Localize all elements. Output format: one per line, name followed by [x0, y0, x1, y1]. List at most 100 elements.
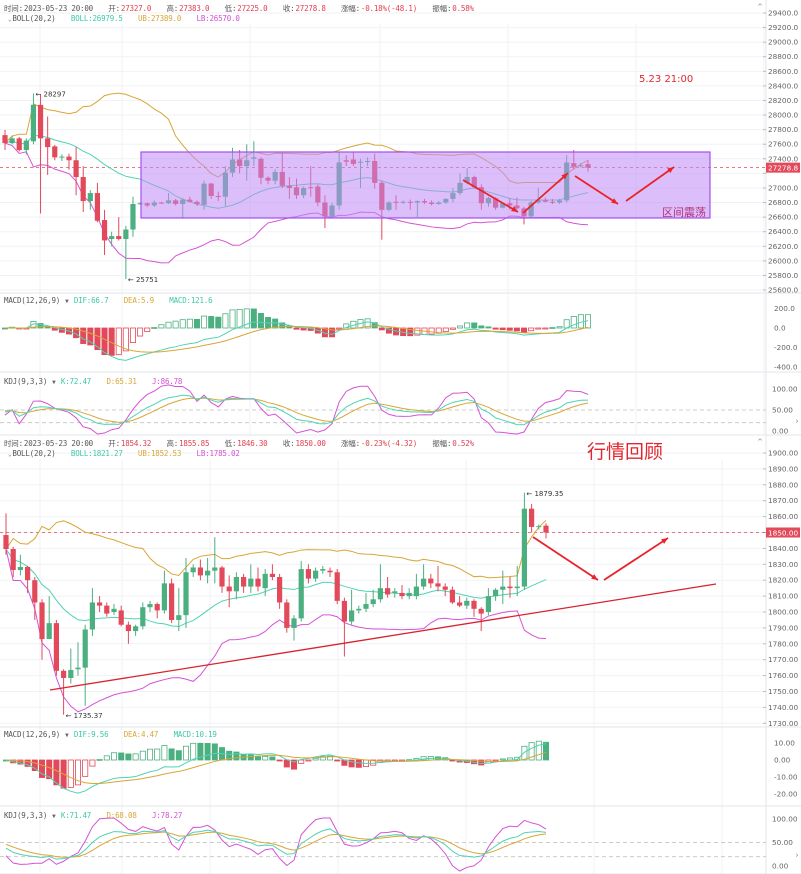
candle-down[interactable]: [104, 605, 110, 614]
candle-down[interactable]: [341, 600, 347, 622]
candle-down[interactable]: [2, 135, 8, 144]
candle-up[interactable]: [68, 670, 74, 678]
candle-down[interactable]: [385, 588, 391, 595]
kdj-legend-1[interactable]: KDJ(9,3,3) ▼ K:72.47 D:65.31 J:86.78: [4, 377, 183, 386]
candle-up[interactable]: [23, 140, 29, 151]
candle-down[interactable]: [37, 104, 44, 139]
candle-down[interactable]: [39, 602, 45, 640]
dropdown-triangle-icon[interactable]: ▼: [65, 732, 69, 739]
candle-down[interactable]: [80, 177, 86, 202]
consolidation-range-box[interactable]: [140, 151, 711, 219]
candle-down[interactable]: [226, 586, 232, 592]
candle-down[interactable]: [53, 623, 59, 671]
candle-down[interactable]: [435, 583, 441, 587]
candle-down[interactable]: [305, 569, 311, 579]
candle-down[interactable]: [16, 138, 22, 151]
candle-up[interactable]: [190, 567, 196, 573]
candle-up[interactable]: [413, 586, 419, 597]
candle-up[interactable]: [248, 578, 254, 587]
candle-up[interactable]: [421, 578, 427, 587]
candle-down[interactable]: [334, 572, 340, 601]
candle-up[interactable]: [130, 203, 136, 230]
candle-down[interactable]: [507, 586, 513, 589]
candle-up[interactable]: [349, 610, 355, 622]
candle-down[interactable]: [45, 138, 51, 148]
boll-legend-2[interactable]: ⌄BOLL(20,2) BOLL:1821.27 UB:1852.53 LB:1…: [4, 449, 241, 458]
candle-up[interactable]: [485, 596, 491, 612]
candle-up[interactable]: [46, 623, 52, 640]
candle-up[interactable]: [133, 626, 139, 632]
candle-up[interactable]: [406, 592, 412, 597]
candle-down[interactable]: [399, 592, 405, 597]
dropdown-triangle-icon[interactable]: ▼: [52, 813, 56, 820]
candle-down[interactable]: [101, 220, 108, 241]
candle-up[interactable]: [17, 567, 23, 571]
candle-down[interactable]: [66, 156, 72, 161]
candle-up[interactable]: [356, 608, 362, 611]
candle-up[interactable]: [109, 236, 115, 239]
candle-up[interactable]: [233, 577, 239, 592]
candle-down[interactable]: [61, 670, 67, 678]
candle-up[interactable]: [147, 604, 153, 608]
candle-up[interactable]: [464, 600, 470, 606]
candle-down[interactable]: [73, 160, 79, 178]
candle-up[interactable]: [30, 104, 37, 142]
candle-up[interactable]: [161, 583, 167, 611]
candle-down[interactable]: [3, 535, 9, 550]
candle-up[interactable]: [514, 586, 520, 589]
candle-up[interactable]: [370, 599, 376, 605]
candle-up[interactable]: [205, 570, 211, 576]
candle-down[interactable]: [543, 525, 549, 533]
candle-down[interactable]: [449, 589, 455, 603]
candle-down[interactable]: [241, 577, 247, 587]
candle-down[interactable]: [428, 578, 434, 584]
candle-up[interactable]: [313, 570, 319, 579]
candle-down[interactable]: [10, 549, 16, 571]
candle-up[interactable]: [363, 604, 369, 609]
candle-up[interactable]: [9, 138, 15, 144]
candle-down[interactable]: [269, 573, 275, 578]
candle-up[interactable]: [262, 573, 268, 589]
macd-legend-2[interactable]: MACD(12,26,9) ▼ DIF:9.56 DEA:4.47 MACD:10…: [4, 730, 218, 739]
candle-down[interactable]: [442, 586, 448, 590]
candle-down[interactable]: [116, 236, 122, 239]
candle-up[interactable]: [183, 572, 189, 616]
candle-up[interactable]: [392, 591, 398, 593]
candle-up[interactable]: [82, 629, 88, 668]
candle-down[interactable]: [25, 567, 31, 581]
kdj-legend-2[interactable]: KDJ(9,3,3) ▼ K:71.47 D:68.08 J:78.27: [4, 811, 183, 820]
candle-down[interactable]: [154, 604, 160, 611]
candle-up[interactable]: [521, 508, 527, 587]
candle-up[interactable]: [291, 618, 297, 628]
candle-up[interactable]: [176, 615, 182, 620]
macd-legend-1[interactable]: MACD(12,26,9) ▼ DIF:66.7 DEA:5.9 MACD:121…: [4, 296, 213, 305]
candle-up[interactable]: [140, 607, 146, 627]
candle-down[interactable]: [457, 602, 463, 606]
candle-up[interactable]: [89, 602, 95, 630]
candle-up[interactable]: [493, 589, 499, 597]
candle-down[interactable]: [32, 580, 38, 603]
candle-up[interactable]: [298, 569, 304, 619]
candle-down[interactable]: [255, 578, 261, 587]
candle-down[interactable]: [219, 567, 225, 587]
boll-legend-1[interactable]: ⌄BOLL(20,2) BOLL:26979.5 UB:27389.0 LB:2…: [4, 14, 241, 23]
candle-up[interactable]: [536, 526, 542, 528]
candle-down[interactable]: [471, 600, 477, 609]
candle-up[interactable]: [320, 569, 326, 571]
candle-down[interactable]: [52, 146, 58, 158]
candle-up[interactable]: [377, 588, 383, 600]
candle-up[interactable]: [87, 193, 93, 202]
candle-down[interactable]: [327, 570, 333, 573]
candle-down[interactable]: [169, 583, 175, 620]
candle-up[interactable]: [137, 203, 143, 205]
candle-down[interactable]: [94, 193, 101, 221]
candle-up[interactable]: [123, 229, 129, 239]
candle-down[interactable]: [277, 577, 283, 603]
candle-down[interactable]: [125, 624, 131, 632]
candle-down[interactable]: [529, 508, 535, 527]
dropdown-triangle-icon[interactable]: ▼: [52, 379, 56, 386]
candle-up[interactable]: [75, 667, 81, 670]
candle-down[interactable]: [478, 608, 484, 614]
candle-up[interactable]: [212, 567, 218, 571]
